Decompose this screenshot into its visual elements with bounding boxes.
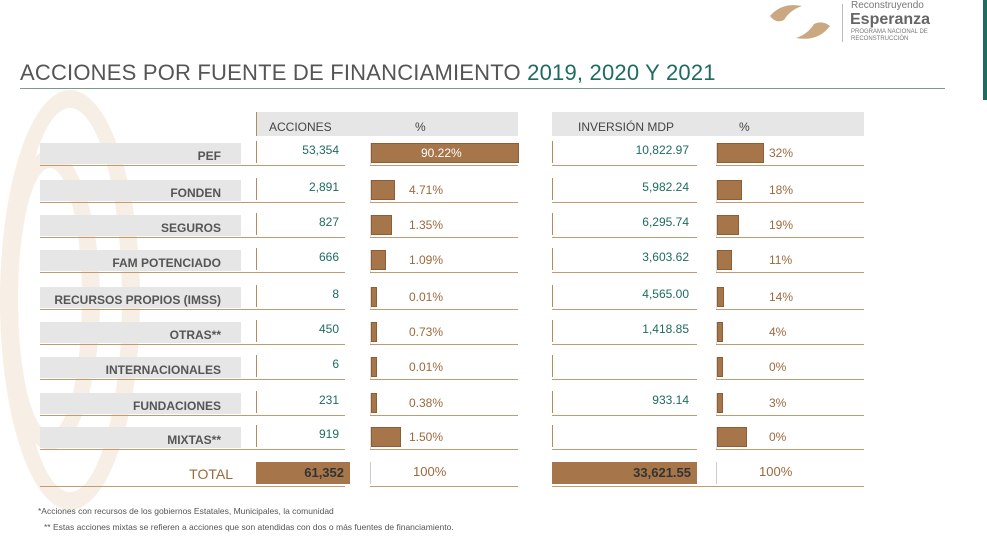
row-acciones: 53,354 bbox=[256, 141, 345, 163]
inv-pct-bar bbox=[717, 250, 732, 270]
inv-pct-bar bbox=[717, 357, 723, 377]
inv-pct-bar bbox=[717, 215, 740, 235]
pct-bar bbox=[371, 322, 377, 342]
row-acciones: 666 bbox=[256, 248, 345, 270]
row-inversion: 1,418.85 bbox=[552, 320, 697, 342]
row-pct: 4.71% bbox=[370, 180, 518, 202]
row-pct: 0.73% bbox=[370, 322, 518, 344]
row-acciones: 919 bbox=[256, 425, 345, 447]
row-acciones: 450 bbox=[256, 320, 345, 342]
row-acciones: 231 bbox=[256, 391, 345, 413]
row-inv-pct: 18% bbox=[716, 180, 864, 202]
inv-pct-bar bbox=[717, 393, 723, 413]
inv-pct-bar bbox=[717, 427, 747, 447]
row-acciones: 2,891 bbox=[256, 178, 345, 200]
row-pct: 0.01% bbox=[370, 287, 518, 309]
row-label: FUNDACIONES bbox=[40, 393, 241, 414]
row-label: INTERNACIONALES bbox=[40, 357, 241, 378]
logo-text: Esperanza bbox=[850, 11, 931, 28]
row-label: OTRAS** bbox=[40, 322, 241, 343]
inv-pct-bar bbox=[717, 180, 743, 200]
pct-bar bbox=[371, 215, 392, 235]
pct-bar bbox=[371, 427, 401, 447]
pct-bar bbox=[371, 250, 386, 270]
page-title: ACCIONES POR FUENTE DE FINANCIAMIENTO 20… bbox=[20, 60, 716, 85]
logo-text: Reconstruyendo bbox=[851, 0, 924, 11]
footnote: *Acciones con recursos de los gobiernos … bbox=[38, 506, 334, 516]
row-pct: 90.22% bbox=[370, 143, 519, 165]
inv-pct-bar bbox=[717, 322, 723, 342]
row-inv-pct: 0% bbox=[716, 357, 864, 379]
pct-bar bbox=[371, 393, 377, 413]
footnote: ** Estas acciones mixtas se refieren a a… bbox=[44, 522, 454, 532]
header-acciones: ACCIONES% bbox=[256, 112, 518, 136]
accent-edge bbox=[983, 0, 987, 100]
row-inv-pct: 32% bbox=[716, 143, 864, 165]
total-pct: 100% bbox=[370, 462, 518, 484]
row-inversion bbox=[552, 425, 697, 447]
header-inversion: INVERSIÓN MDP% bbox=[552, 112, 864, 136]
pct-bar bbox=[371, 287, 377, 307]
row-acciones: 6 bbox=[256, 355, 345, 377]
total-label: TOTAL bbox=[189, 466, 233, 482]
total-inversion: 33,621.55 bbox=[552, 462, 697, 484]
row-inv-pct: 14% bbox=[716, 287, 864, 309]
row-pct: 1.09% bbox=[370, 250, 518, 272]
row-inv-pct: 11% bbox=[716, 250, 864, 272]
row-pct: 1.50% bbox=[370, 427, 518, 449]
inv-pct-bar bbox=[717, 287, 725, 307]
row-inversion: 4,565.00 bbox=[552, 285, 697, 307]
row-label: PEF bbox=[40, 143, 241, 164]
row-label: FAM POTENCIADO bbox=[40, 250, 241, 271]
inv-pct-bar bbox=[717, 143, 765, 163]
row-inv-pct: 3% bbox=[716, 393, 864, 415]
row-label: MIXTAS** bbox=[40, 427, 241, 448]
row-inversion bbox=[552, 355, 697, 377]
pct-bar bbox=[371, 180, 395, 200]
row-inversion: 933.14 bbox=[552, 391, 697, 413]
row-pct: 1.35% bbox=[370, 215, 518, 237]
pct-bar bbox=[371, 143, 519, 163]
total-inv-pct: 100% bbox=[716, 462, 864, 484]
row-inv-pct: 0% bbox=[716, 427, 864, 449]
divider bbox=[20, 88, 945, 89]
row-inv-pct: 4% bbox=[716, 322, 864, 344]
total-acciones: 61,352 bbox=[256, 462, 350, 484]
row-pct: 0.38% bbox=[370, 393, 518, 415]
row-inversion: 3,603.62 bbox=[552, 248, 697, 270]
pct-bar bbox=[371, 357, 377, 377]
row-label: RECURSOS PROPIOS (IMSS) bbox=[40, 287, 241, 308]
row-inv-pct: 19% bbox=[716, 215, 864, 237]
logo-subtitle: PROGRAMA NACIONAL DE RECONSTRUCCIÓN bbox=[851, 29, 928, 42]
row-label: SEGUROS bbox=[40, 215, 241, 236]
row-acciones: 827 bbox=[256, 213, 345, 235]
row-pct: 0.01% bbox=[370, 357, 518, 379]
row-inversion: 6,295.74 bbox=[552, 213, 697, 235]
row-label: FONDEN bbox=[40, 180, 241, 201]
row-acciones: 8 bbox=[256, 285, 345, 307]
row-inversion: 10,822.97 bbox=[552, 141, 697, 163]
row-inversion: 5,982.24 bbox=[552, 178, 697, 200]
logo: Reconstruyendo Esperanza PROGRAMA NACION… bbox=[762, 0, 952, 46]
hands-icon bbox=[770, 5, 830, 39]
